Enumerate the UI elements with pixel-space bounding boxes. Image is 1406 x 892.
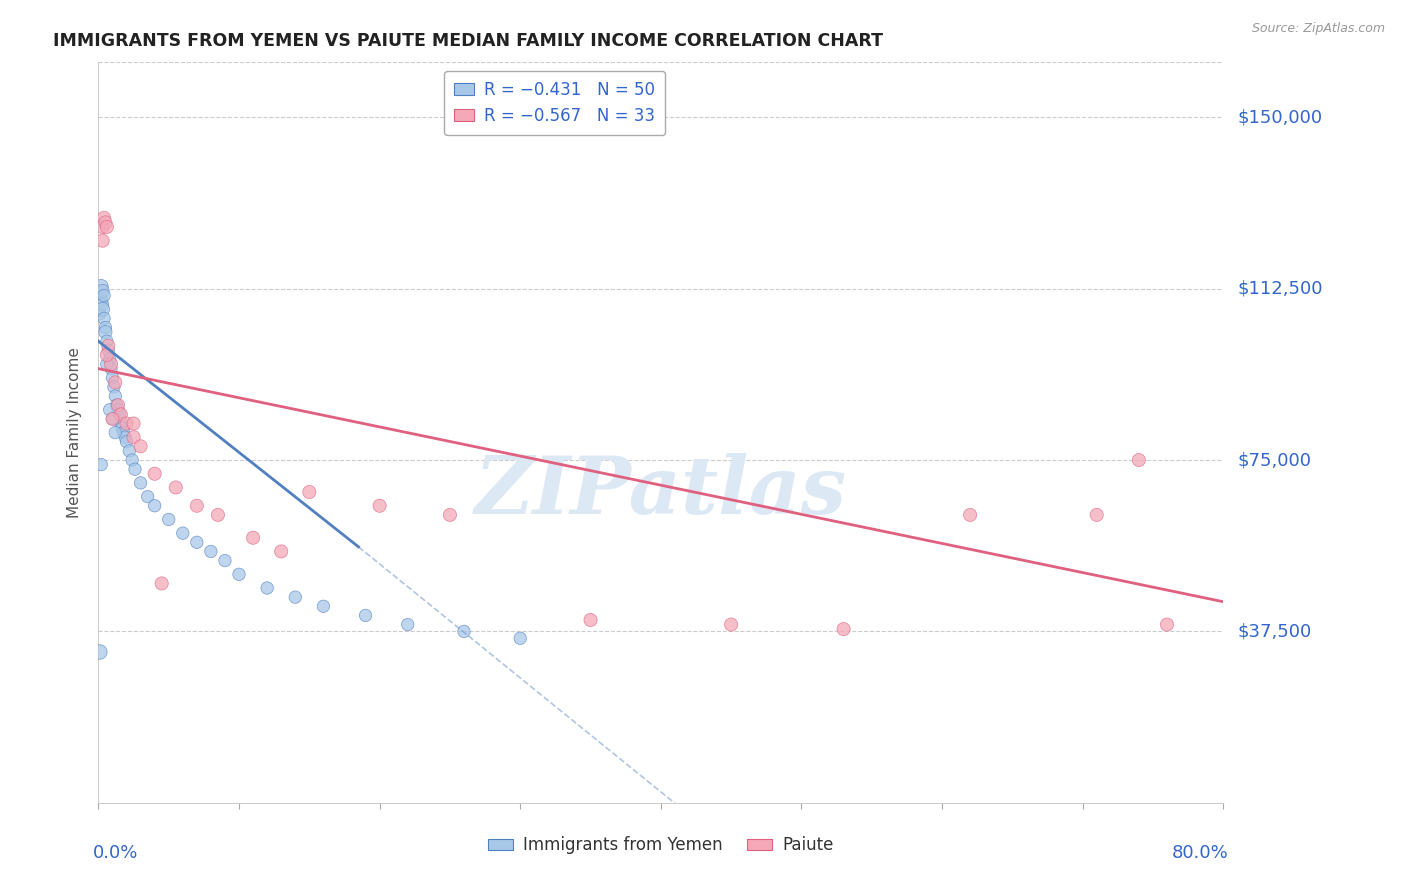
Point bbox=[107, 398, 129, 412]
Text: $37,500: $37,500 bbox=[1237, 623, 1312, 640]
Point bbox=[115, 417, 138, 431]
Point bbox=[101, 412, 124, 426]
Point bbox=[93, 311, 115, 326]
Point bbox=[105, 398, 128, 412]
Point bbox=[1128, 453, 1150, 467]
Text: IMMIGRANTS FROM YEMEN VS PAIUTE MEDIAN FAMILY INCOME CORRELATION CHART: IMMIGRANTS FROM YEMEN VS PAIUTE MEDIAN F… bbox=[53, 32, 883, 50]
Point bbox=[98, 402, 121, 417]
Point bbox=[96, 357, 118, 371]
Point bbox=[100, 361, 122, 376]
Point bbox=[108, 408, 131, 422]
Point bbox=[453, 624, 475, 639]
Point bbox=[396, 617, 419, 632]
Text: $75,000: $75,000 bbox=[1237, 451, 1312, 469]
Point bbox=[207, 508, 229, 522]
Point bbox=[104, 376, 127, 390]
Point bbox=[122, 430, 145, 444]
Point bbox=[368, 499, 391, 513]
Point bbox=[579, 613, 602, 627]
Point bbox=[107, 402, 129, 417]
Point bbox=[172, 526, 194, 541]
Point bbox=[136, 490, 159, 504]
Point bbox=[143, 467, 166, 481]
Point bbox=[104, 389, 127, 403]
Text: ZIPatlas: ZIPatlas bbox=[475, 453, 846, 531]
Point bbox=[94, 320, 117, 334]
Point bbox=[1156, 617, 1178, 632]
Point bbox=[111, 421, 134, 435]
Point bbox=[104, 425, 127, 440]
Point bbox=[89, 307, 111, 321]
Point bbox=[94, 325, 117, 339]
Point bbox=[96, 219, 118, 234]
Point bbox=[96, 334, 118, 349]
Point bbox=[186, 499, 208, 513]
Point bbox=[312, 599, 335, 614]
Point bbox=[91, 302, 114, 317]
Point bbox=[186, 535, 208, 549]
Point bbox=[91, 234, 114, 248]
Point bbox=[832, 622, 855, 636]
Point bbox=[270, 544, 292, 558]
Point bbox=[98, 352, 121, 367]
Point bbox=[97, 339, 120, 353]
Point bbox=[214, 553, 236, 567]
Point bbox=[91, 219, 114, 234]
Point bbox=[124, 462, 146, 476]
Point bbox=[118, 443, 141, 458]
Point bbox=[122, 417, 145, 431]
Text: 80.0%: 80.0% bbox=[1173, 844, 1229, 862]
Point bbox=[115, 434, 138, 449]
Point bbox=[720, 617, 742, 632]
Point bbox=[90, 458, 112, 472]
Point bbox=[1085, 508, 1108, 522]
Point bbox=[959, 508, 981, 522]
Point bbox=[110, 408, 132, 422]
Point bbox=[90, 279, 112, 293]
Point bbox=[91, 298, 114, 312]
Point bbox=[97, 343, 120, 358]
Point bbox=[101, 371, 124, 385]
Point bbox=[298, 485, 321, 500]
Point bbox=[96, 348, 118, 362]
Y-axis label: Median Family Income: Median Family Income bbox=[67, 347, 83, 518]
Point bbox=[509, 632, 531, 646]
Point bbox=[121, 453, 143, 467]
Point bbox=[354, 608, 377, 623]
Point bbox=[200, 544, 222, 558]
Point bbox=[284, 590, 307, 604]
Text: $150,000: $150,000 bbox=[1237, 108, 1322, 127]
Point bbox=[228, 567, 250, 582]
Point bbox=[129, 475, 152, 490]
Point bbox=[94, 215, 117, 229]
Point bbox=[90, 293, 112, 307]
Point bbox=[150, 576, 173, 591]
Point bbox=[110, 417, 132, 431]
Point bbox=[242, 531, 264, 545]
Point bbox=[112, 425, 135, 440]
Point bbox=[93, 288, 115, 302]
Point bbox=[100, 357, 122, 371]
Point bbox=[101, 412, 124, 426]
Point bbox=[165, 480, 187, 494]
Point bbox=[89, 645, 111, 659]
Point bbox=[256, 581, 278, 595]
Point bbox=[114, 430, 136, 444]
Point bbox=[93, 211, 115, 225]
Text: 0.0%: 0.0% bbox=[93, 844, 138, 862]
Text: $112,500: $112,500 bbox=[1237, 280, 1323, 298]
Point bbox=[91, 284, 114, 298]
Point bbox=[143, 499, 166, 513]
Legend: Immigrants from Yemen, Paiute: Immigrants from Yemen, Paiute bbox=[481, 830, 841, 861]
Point bbox=[103, 380, 125, 394]
Point bbox=[439, 508, 461, 522]
Text: Source: ZipAtlas.com: Source: ZipAtlas.com bbox=[1251, 22, 1385, 36]
Point bbox=[157, 512, 180, 526]
Point bbox=[129, 439, 152, 453]
